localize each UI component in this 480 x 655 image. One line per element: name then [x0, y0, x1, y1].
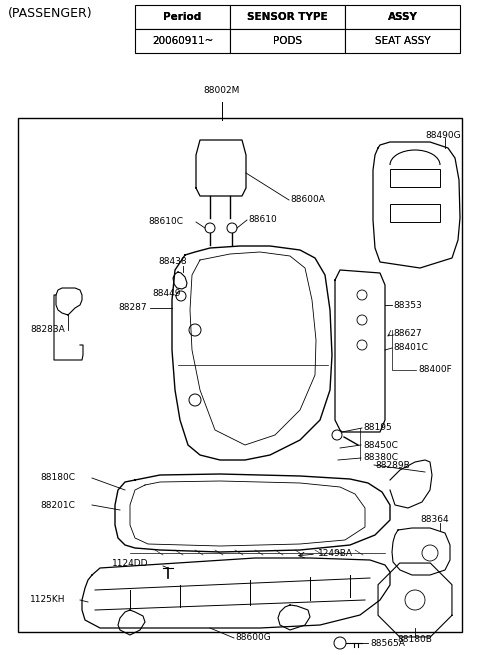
Text: 88180B: 88180B: [397, 635, 432, 645]
Text: SENSOR TYPE: SENSOR TYPE: [247, 12, 328, 22]
Text: 88600A: 88600A: [290, 195, 325, 204]
Text: 88610C: 88610C: [148, 217, 183, 227]
Text: 20060911~: 20060911~: [152, 36, 213, 46]
Bar: [18, 118, 462, 632]
Text: 88627: 88627: [393, 329, 421, 337]
Text: SEAT ASSY: SEAT ASSY: [375, 36, 430, 46]
Text: 88283A: 88283A: [30, 326, 65, 335]
Bar: [230, 5, 345, 29]
Text: Period: Period: [163, 12, 202, 22]
Text: 88401C: 88401C: [393, 343, 428, 352]
Text: PODS: PODS: [273, 36, 302, 46]
Text: 1125KH: 1125KH: [30, 595, 65, 605]
Text: 1249BA: 1249BA: [318, 548, 353, 557]
Text: 88380C: 88380C: [363, 453, 398, 462]
Text: 88450C: 88450C: [363, 441, 398, 449]
Text: 1124DD: 1124DD: [112, 559, 148, 567]
Bar: [135, 29, 230, 53]
Bar: [230, 29, 345, 53]
Text: Period: Period: [163, 12, 202, 22]
Text: 88287: 88287: [118, 303, 146, 312]
Text: 88353: 88353: [393, 301, 422, 310]
Text: 88449: 88449: [152, 288, 180, 297]
Text: 88600G: 88600G: [235, 633, 271, 643]
Text: 88364: 88364: [420, 515, 449, 525]
Text: SEAT ASSY: SEAT ASSY: [375, 36, 430, 46]
Text: PODS: PODS: [273, 36, 302, 46]
Bar: [345, 29, 460, 53]
Text: 88180C: 88180C: [40, 474, 75, 483]
Text: 88438: 88438: [158, 257, 187, 267]
Text: 88002M: 88002M: [204, 86, 240, 95]
Text: 88610: 88610: [248, 215, 277, 225]
Text: SENSOR TYPE: SENSOR TYPE: [247, 12, 328, 22]
Text: 88400F: 88400F: [418, 365, 452, 375]
Text: 20060911~: 20060911~: [152, 36, 213, 46]
Text: ASSY: ASSY: [387, 12, 418, 22]
Bar: [345, 5, 460, 29]
Text: ASSY: ASSY: [387, 12, 418, 22]
Text: (PASSENGER): (PASSENGER): [8, 7, 93, 20]
Bar: [390, 169, 440, 187]
Text: 88565A: 88565A: [370, 639, 405, 648]
Text: 88201C: 88201C: [40, 500, 75, 510]
Bar: [135, 5, 230, 29]
Bar: [390, 204, 440, 222]
Text: 88289B: 88289B: [375, 460, 410, 470]
Text: 88490G: 88490G: [425, 130, 461, 140]
Text: 88195: 88195: [363, 424, 392, 432]
